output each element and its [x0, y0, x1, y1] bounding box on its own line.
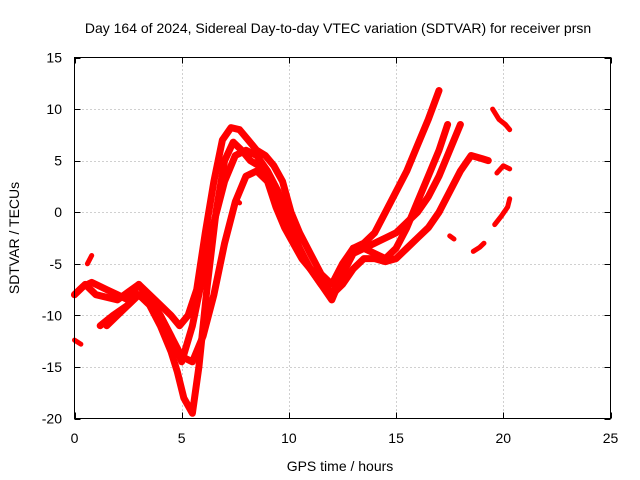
- series-fragment-2: [84, 253, 95, 267]
- series-fragment-4: [447, 233, 457, 242]
- x-tick-label: 25: [603, 430, 619, 446]
- y-tick-label: -20: [42, 411, 62, 427]
- y-tick-label: 15: [46, 50, 62, 66]
- x-axis-label: GPS time / hours: [287, 458, 394, 474]
- series-fragment-8: [492, 196, 513, 228]
- y-tick-label: -5: [50, 256, 63, 272]
- y-tick-label: 10: [46, 101, 62, 117]
- series-fragment-5: [470, 240, 487, 254]
- series-fragment-6: [490, 106, 513, 133]
- x-tick-label: 0: [71, 430, 79, 446]
- y-tick-label: 0: [54, 204, 62, 220]
- series-fragment-7: [494, 163, 513, 176]
- series-fragment-1: [72, 337, 84, 347]
- axis-ticks: [74, 57, 612, 420]
- x-tick-labels: 0 5 10 15 20 25: [71, 430, 619, 446]
- x-tick-label: 10: [281, 430, 297, 446]
- series-fragment-3: [232, 197, 243, 206]
- grid-lines: [74, 57, 611, 419]
- y-tick-label: -10: [42, 307, 62, 323]
- x-tick-label: 5: [178, 430, 186, 446]
- x-tick-label: 20: [496, 430, 512, 446]
- plot-frame: [74, 57, 611, 419]
- x-tick-label: 15: [388, 430, 404, 446]
- series-track-1: [71, 87, 443, 330]
- y-tick-labels: -20 -15 -10 -5 0 5 10 15: [42, 50, 62, 427]
- y-tick-label: 5: [54, 153, 62, 169]
- y-tick-label: -15: [42, 359, 62, 375]
- chart-title: Day 164 of 2024, Sidereal Day-to-day VTE…: [85, 20, 591, 36]
- series-track-4: [103, 152, 492, 366]
- data-traces: [71, 87, 513, 417]
- y-axis-label: SDTVAR / TECUs: [6, 182, 22, 294]
